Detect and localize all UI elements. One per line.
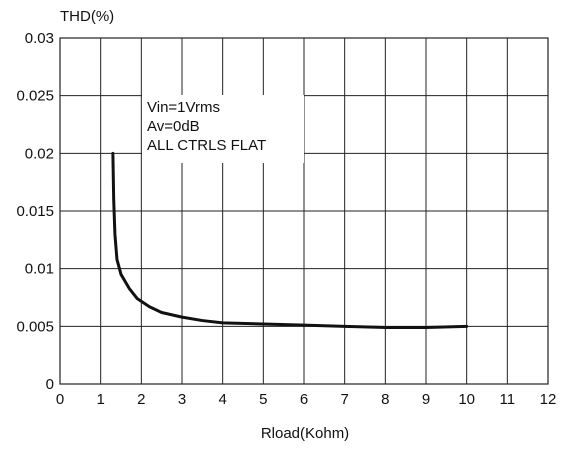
plot-frame	[59, 37, 549, 385]
x-tick-label: 0	[56, 391, 64, 408]
annotation-line: Vin=1Vrms	[147, 99, 220, 116]
series-line	[111, 151, 469, 329]
x-tick-label: 12	[540, 391, 557, 408]
grid-layer	[59, 37, 549, 385]
y-tick-label: 0.015	[16, 203, 54, 220]
x-tick-label: 3	[178, 391, 186, 408]
y-tick-label: 0.02	[25, 145, 54, 162]
x-tick-label: 1	[96, 391, 104, 408]
y-tick-label: 0.01	[25, 261, 54, 278]
x-tick-label: 11	[500, 391, 516, 408]
annotation-box: Vin=1Vrms Av=0dB ALL CTRLS FLAT	[142, 95, 304, 163]
annotation-line: Av=0dB	[147, 118, 200, 135]
series-layer	[111, 151, 469, 329]
x-tick-label: 5	[259, 391, 267, 408]
x-tick-label: 2	[137, 391, 145, 408]
x-tick-label: 8	[381, 391, 389, 408]
x-tick-label: 10	[458, 391, 475, 408]
y-tick-label: 0.025	[16, 88, 54, 105]
y-tick-label: 0	[46, 376, 54, 393]
x-tick-label: 9	[422, 391, 430, 408]
x-axis-title: Rload(Kohm)	[261, 425, 349, 442]
annotation-line: ALL CTRLS FLAT	[147, 137, 266, 154]
y-tick-label: 0.005	[16, 318, 54, 335]
tick-layer: 0 1 2 3 4 5 6 7 8 9 10 11 1200.0050.010.0150.020.025…	[16, 30, 556, 408]
x-tick-label: 6	[300, 391, 308, 408]
y-tick-label: 0.03	[25, 30, 54, 47]
x-tick-label: 7	[340, 391, 348, 408]
x-tick-label: 4	[218, 391, 226, 408]
y-axis-title: THD(%)	[60, 8, 114, 25]
annotation-background	[142, 95, 304, 163]
